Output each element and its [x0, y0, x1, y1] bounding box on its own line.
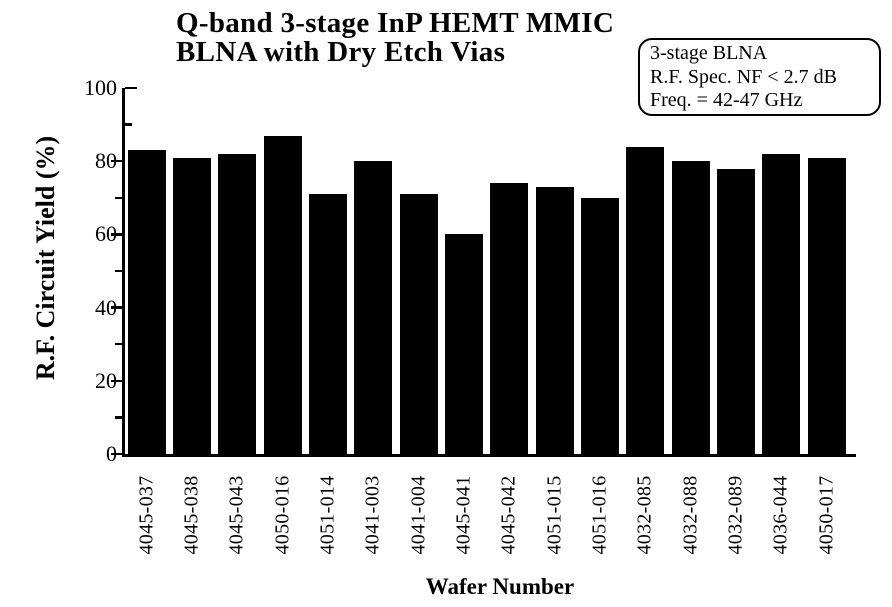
x-tick-label: 4045-042 [497, 475, 520, 555]
legend-line-1: 3-stage BLNA [650, 42, 768, 64]
bar-4045-043 [218, 153, 257, 454]
bar-4032-088 [671, 161, 710, 454]
bar-4032-085 [626, 146, 665, 454]
bar-4050-016 [263, 135, 302, 454]
y-tick-major [124, 86, 137, 90]
x-tick-label: 4051-015 [543, 475, 566, 555]
bar-4050-017 [807, 157, 846, 454]
x-axis-line [122, 454, 856, 457]
y-axis-line [122, 88, 125, 457]
bar-4041-003 [354, 161, 393, 454]
y-tick-minor [115, 196, 122, 200]
x-tick-label: 4045-038 [180, 475, 203, 555]
bar-4051-014 [308, 194, 347, 454]
plot-area [125, 88, 856, 454]
x-tick-label: 4051-016 [588, 475, 611, 555]
x-tick-label: 4032-085 [633, 475, 656, 555]
legend-line-3: Freq. = 42-47 GHz [650, 89, 803, 111]
x-axis-title: Wafer Number [425, 574, 575, 599]
y-tick-major [110, 452, 122, 456]
chart-title: Q-band 3-stage InP HEMT MMIC BLNA with D… [176, 9, 614, 67]
x-tick-label: 4050-016 [271, 475, 294, 555]
y-tick-label: 80 [95, 148, 117, 174]
x-tick-label: 4041-004 [407, 475, 430, 555]
bar-4036-044 [762, 153, 801, 454]
bar-4045-038 [172, 157, 211, 454]
x-tick-label: 4045-037 [135, 475, 157, 555]
x-tick-label: 4032-089 [724, 475, 747, 555]
bar-4051-016 [581, 197, 619, 454]
y-tick-label: 100 [84, 75, 117, 100]
y-tick-minor [115, 416, 122, 419]
x-tick-label: 4036-044 [769, 475, 792, 555]
bar-4045-037 [127, 150, 166, 454]
bar-4032-089 [717, 168, 756, 454]
bar-4051-015 [535, 186, 574, 454]
x-tick-label: 4041-003 [361, 475, 384, 555]
chart-title-line2: BLNA with Dry Etch Vias [176, 36, 506, 68]
x-tick-label: 4045-041 [452, 475, 475, 555]
y-tick-minor [124, 123, 132, 126]
y-tick-major [110, 159, 122, 163]
y-tick-major [110, 379, 122, 383]
y-tick-label: 60 [95, 221, 117, 247]
y-tick-label: 20 [95, 367, 117, 393]
chart-title-line1: Q-band 3-stage InP HEMT MMIC [176, 7, 615, 39]
y-tick-minor [115, 269, 122, 273]
y-tick-minor [115, 342, 122, 346]
x-tick-label: 4032-088 [679, 475, 702, 555]
x-tick-label: 4050-017 [815, 475, 838, 555]
legend-line-2: R.F. Spec. NF < 2.7 dB [650, 65, 837, 88]
bar-4045-042 [490, 183, 529, 454]
x-tick-label: 4045-043 [225, 475, 248, 555]
legend-box: 3-stage BLNA R.F. Spec. NF < 2.7 dB Freq… [638, 38, 881, 116]
bar-4045-041 [444, 234, 483, 454]
y-tick-major [110, 233, 122, 236]
y-tick-major [110, 306, 122, 309]
y-tick-label: 0 [106, 441, 117, 466]
x-tick-label: 4051-014 [316, 475, 339, 555]
y-tick-label: 40 [95, 294, 117, 320]
bar-4041-004 [399, 194, 438, 454]
